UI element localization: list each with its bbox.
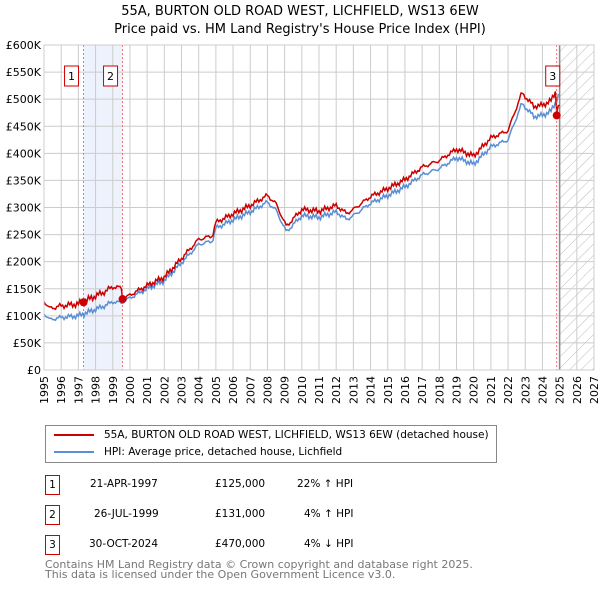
x-tick-label: 2023	[519, 376, 532, 404]
y-tick-label: £400K	[6, 147, 42, 160]
y-tick-label: £50K	[13, 337, 42, 350]
x-tick-label: 2021	[485, 376, 498, 404]
sale-label-box	[64, 65, 80, 87]
marker-badge: 3	[45, 535, 60, 555]
y-tick-label: £450K	[6, 120, 42, 133]
legend: 55A, BURTON OLD ROAD WEST, LICHFIELD, WS…	[45, 425, 497, 463]
x-tick-label: 2005	[210, 376, 223, 404]
y-tick-label: £550K	[6, 66, 42, 79]
x-tick-label: 2019	[451, 376, 464, 404]
y-tick-label: £0	[27, 364, 41, 377]
x-tick-label: 1997	[72, 376, 85, 404]
hpi-diff: 4% ↑ HPI	[304, 508, 354, 520]
transaction-row: 3 30-OCT-2024 £470,000 4% ↓ HPI	[45, 535, 495, 555]
x-tick-label: 2007	[244, 376, 257, 404]
hpi-diff: 4% ↓ HPI	[304, 538, 354, 550]
sale-label-box	[103, 65, 119, 87]
x-tick-label: 2027	[588, 376, 600, 404]
x-tick-label: 2004	[193, 376, 206, 404]
x-tick-label: 2003	[176, 376, 189, 404]
x-tick-label: 2000	[124, 376, 137, 404]
y-tick-label: £300K	[6, 202, 42, 215]
x-tick-label: 2011	[313, 376, 326, 404]
x-tick-label: 2017	[416, 376, 429, 404]
x-tick-label: 2025	[554, 376, 567, 404]
x-tick-label: 2018	[433, 376, 446, 404]
sale-label: 3	[549, 70, 556, 83]
sale-label-box	[545, 65, 561, 87]
date: 26-JUL-1999	[94, 508, 159, 520]
plot-frame	[43, 44, 595, 371]
y-tick-label: £200K	[6, 256, 42, 269]
x-tick-label: 1999	[107, 376, 120, 404]
x-tick-label: 2002	[158, 376, 171, 404]
marker-badge: 1	[45, 475, 60, 495]
x-tick-label: 1998	[90, 376, 103, 404]
x-tick-label: 2008	[261, 376, 274, 404]
sale-point	[118, 295, 127, 304]
price-line	[43, 91, 560, 311]
price: £131,000	[215, 508, 266, 520]
chart-title: 55A, BURTON OLD ROAD WEST, LICHFIELD, WS…	[114, 4, 486, 37]
price: £470,000	[215, 538, 266, 550]
x-tick-label: 2024	[536, 376, 549, 404]
x-tick-label: 2012	[330, 376, 343, 404]
x-tick-label: 2014	[365, 376, 378, 404]
x-tick-label: 2010	[296, 376, 309, 404]
transaction-row: 1 21-APR-1997 £125,000 22% ↑ HPI	[45, 475, 495, 495]
date: 21-APR-1997	[90, 478, 158, 490]
x-tick-label: 2016	[399, 376, 412, 404]
y-tick-label: £150K	[6, 283, 42, 296]
x-tick-label: 2009	[279, 376, 292, 404]
x-tick-label: 2015	[382, 376, 395, 404]
x-tick-label: 2001	[141, 376, 154, 404]
y-tick-label: £600K	[6, 39, 42, 52]
x-tick-label: 2006	[227, 376, 240, 404]
legend-label: 55A, BURTON OLD ROAD WEST, LICHFIELD, WS…	[104, 429, 489, 441]
chart: 1995 1996 1997 1998 1999 2000 2001 2002 2003 2004…	[6, 39, 600, 404]
hpi-diff: 22% ↑ HPI	[297, 478, 354, 490]
date: 30-OCT-2024	[89, 538, 158, 550]
y-tick-label: £250K	[6, 229, 42, 242]
x-tick-label: 2026	[571, 376, 584, 404]
sale-label: 1	[68, 70, 75, 83]
footer: Contains HM Land Registry data © Crown c…	[45, 558, 473, 581]
sale-point	[79, 298, 88, 307]
hpi-line	[43, 93, 561, 322]
y-tick-label: £500K	[6, 93, 42, 106]
marker-badge: 2	[45, 505, 60, 525]
transaction-row: 2 26-JUL-1999 £131,000 4% ↑ HPI	[45, 505, 495, 525]
x-tick-label: 2020	[468, 376, 481, 404]
legend-label: HPI: Average price, detached house, Lich…	[104, 446, 343, 458]
y-tick-label: £100K	[6, 310, 42, 323]
legend-item-hpi: HPI: Average price, detached house, Lich…	[54, 444, 342, 460]
price: £125,000	[215, 478, 266, 490]
x-tick-label: 1995	[38, 376, 51, 404]
x-tick-label: 2013	[347, 376, 360, 404]
sale-label: 2	[107, 70, 114, 83]
legend-item-property: 55A, BURTON OLD ROAD WEST, LICHFIELD, WS…	[54, 427, 489, 443]
x-tick-label: 1996	[55, 376, 68, 404]
y-tick-label: £350K	[6, 174, 42, 187]
sale-point	[552, 111, 561, 120]
x-tick-label: 2022	[502, 376, 515, 404]
